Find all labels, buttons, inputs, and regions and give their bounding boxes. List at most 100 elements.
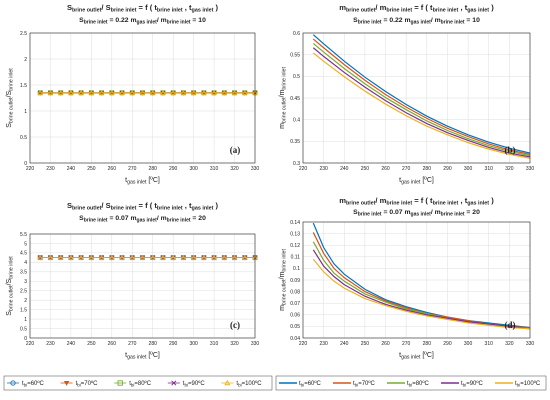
data-point-marker [37,254,43,260]
label-text: t [125,352,127,359]
x-tick-label: 330 [251,166,260,172]
x-tick-label: 300 [464,341,473,347]
chart-title: Sbrine outlet/ Sbrine inlet = f ( tbrine… [67,3,219,14]
label-text: t [399,177,401,184]
data-point-marker [88,89,95,95]
chart-title: Sbrine outlet/ Sbrine inlet = f ( tbrine… [67,201,219,212]
chart-panel: 220 230 240 250 260 270 280 290 300 310 320 330 0 0.5… [6,201,259,361]
legend-label-subscript: bi [24,382,28,387]
legend-label: tbi=80ºC [129,380,152,387]
x-tick-label: 270 [128,341,137,347]
y-tick-label: 5 [24,241,27,247]
legend-label-text: =100ºC [520,380,541,387]
legend-label-text: t [353,381,355,387]
data-point-marker [211,89,217,95]
label-text: m [279,305,286,311]
label-text: / m [431,17,441,24]
x-tick-label: 270 [402,166,411,172]
legend-label-text: =100ºC [242,380,263,387]
legend-box [275,375,547,391]
subscript-text: brine inlet [84,218,108,224]
y-tick-label: 1.5 [20,83,27,89]
data-point-marker [129,254,136,260]
subscript-text: brine outlet [72,8,102,14]
subscript-text: brine inlet [167,20,191,26]
label-text: S [67,201,72,210]
data-point-marker [57,89,64,95]
data-point-marker [109,89,115,95]
y-tick-label: 0.5 [293,74,300,80]
data-point-marker [98,254,105,260]
label-text: m [279,123,286,129]
data-point-marker [88,254,95,260]
y-tick-label: 0.08 [290,289,300,295]
y-tick-label: 2 [24,298,27,304]
x-tick-label: 320 [505,166,514,172]
subscript-text: brine outlet [282,97,288,123]
legend-label-text: =60ºC [27,380,44,387]
subscript-text: brine inlet [282,249,288,272]
x-tick-label: 230 [46,341,55,347]
label-text: = 20 [191,215,207,222]
panel-letter: (b) [505,145,516,155]
legend-label-subscript: bi [409,382,413,387]
x-tick-label: 310 [485,166,494,172]
series-line [312,38,531,155]
chart-subtitle: Sbrine inlet = 0.07 mgas inlet/ mbrine i… [353,209,480,218]
subscript-text: brine inlet [157,206,183,212]
legend-marker [171,380,177,386]
legend-label-subscript: bi [131,382,135,387]
legend-label-text: =70ºC [81,380,98,387]
legend-markers: tbi=60ºC tbi=70ºC tbi=80ºC tbi=90ºC tbi=100º… [3,375,273,391]
x-tick-label: 230 [46,166,55,172]
y-tick-label: 1 [24,317,27,323]
subscript-text: brine inlet [441,20,465,26]
label-text: S [79,17,84,24]
y-tick-label: 0.06 [290,313,300,319]
legend-label: tbi=90ºC [461,380,484,387]
panel-letter: (d) [505,320,516,330]
y-tick-label: 0.05 [290,324,300,330]
y-axis-label: Sbrine outlet/Sbrine inlet [6,256,15,316]
legend-label: tbi=90ºC [183,380,206,387]
legend-label-text: =90ºC [466,380,483,387]
chart-panel: 220 230 240 250 260 270 280 290 300 310 320 330 0.3 0… [279,3,534,186]
chart-title: mbrine outlet/ mbrine inlet = f ( tbrine… [339,3,494,14]
data-point-marker [221,254,228,260]
legend-label: tbi=70ºC [76,380,99,387]
label-text: ) [489,196,494,205]
data-point-marker [98,89,105,95]
legend-label: tbi=70ºC [353,380,376,387]
y-tick-label: 2 [24,57,27,63]
legend-label: tbi=100ºC [236,380,262,387]
series-line [312,222,531,329]
x-tick-label: 300 [189,341,198,347]
label-text: /m [279,89,286,97]
label-text: ) [213,201,218,210]
legend-label-subscript: bi [184,382,188,387]
series-line [312,52,531,159]
x-tick-label: 280 [149,341,158,347]
label-text: / m [375,196,386,205]
y-tick-label: 0.04 [290,336,300,342]
legend-label-text: t [183,381,185,387]
x-tick-label: 290 [169,166,178,172]
x-tick-label: 260 [108,341,117,347]
x-tick-label: 280 [149,166,158,172]
label-text: = f ( t [412,196,433,205]
subscript-text: gas inlet [127,180,147,186]
legend-marker [224,379,231,386]
data-point-marker [47,89,54,95]
x-tick-label: 290 [169,341,178,347]
x-tick-label: 320 [505,341,514,347]
subscript-text: gas inlet [127,355,147,361]
x-tick-label: 240 [67,341,76,347]
x-tick-label: 280 [423,166,432,172]
data-point-marker [211,254,217,260]
y-axis-label: mbrine outlet/mbrine inlet [279,249,288,311]
label-text: /S [6,278,13,285]
legend-label-text: =80ºC [134,380,151,387]
data-point-marker [221,89,228,95]
x-tick-label: 290 [443,341,452,347]
